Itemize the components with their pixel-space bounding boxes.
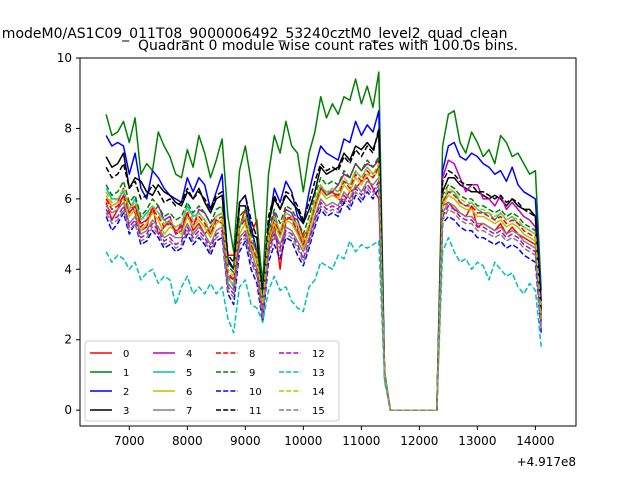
series-line-7 — [105, 176, 542, 411]
x-tick-label: 7000 — [114, 434, 145, 448]
legend-label: 3 — [123, 406, 129, 417]
y-tick-label: 6 — [64, 192, 72, 206]
legend-label: 15 — [312, 406, 325, 417]
legend-label: 6 — [186, 387, 192, 398]
x-axis: 7000 8000 9000 10000 11000 12000 13000 14000 — [114, 426, 554, 448]
series-line-13 — [105, 236, 542, 411]
legend-label: 7 — [186, 406, 192, 417]
series-line-1 — [105, 71, 542, 411]
figure-suptitle: n file: modeM0/AS1C09_011T08_9000006492_… — [0, 26, 507, 42]
plot-lines — [105, 71, 542, 411]
series-line-12 — [105, 180, 542, 411]
x-tick-label: 8000 — [172, 434, 203, 448]
series-line-6 — [105, 169, 542, 411]
legend-label: 13 — [312, 368, 325, 379]
x-tick-label: 13000 — [458, 434, 496, 448]
legend-label: 0 — [123, 349, 129, 360]
legend-label: 8 — [249, 349, 255, 360]
series-line-10 — [105, 187, 542, 411]
series-line-14 — [105, 162, 542, 411]
y-tick-label: 4 — [64, 262, 72, 276]
series-line-8 — [105, 166, 542, 411]
x-tick-label: 11000 — [342, 434, 380, 448]
x-tick-label: 12000 — [400, 434, 438, 448]
plot-frame — [79, 57, 577, 427]
series-line-2 — [105, 110, 542, 411]
series-line-9 — [105, 155, 542, 411]
legend-label: 1 — [123, 368, 129, 379]
x-tick-label: 10000 — [284, 434, 322, 448]
legend-label: 12 — [312, 349, 325, 360]
legend-label: 4 — [186, 349, 192, 360]
chart-title: Quadrant 0 module wise count rates with … — [138, 38, 518, 54]
y-tick-label: 8 — [64, 121, 72, 135]
series-line-11 — [105, 127, 542, 411]
x-tick-label: 9000 — [230, 434, 261, 448]
legend-box — [84, 340, 340, 422]
x-offset-label: +4.917e8 — [517, 455, 576, 469]
y-axis: 0 2 4 6 8 10 — [57, 51, 80, 417]
legend-label: 2 — [123, 387, 129, 398]
legend-label: 9 — [249, 368, 255, 379]
y-tick-label: 2 — [64, 333, 72, 347]
y-tick-label: 0 — [64, 403, 72, 417]
legend-label: 5 — [186, 368, 192, 379]
legend-label: 10 — [249, 387, 262, 398]
legend-label: 14 — [312, 387, 325, 398]
x-tick-label: 14000 — [516, 434, 554, 448]
y-tick-label: 10 — [57, 51, 72, 65]
legend-label: 11 — [249, 406, 262, 417]
